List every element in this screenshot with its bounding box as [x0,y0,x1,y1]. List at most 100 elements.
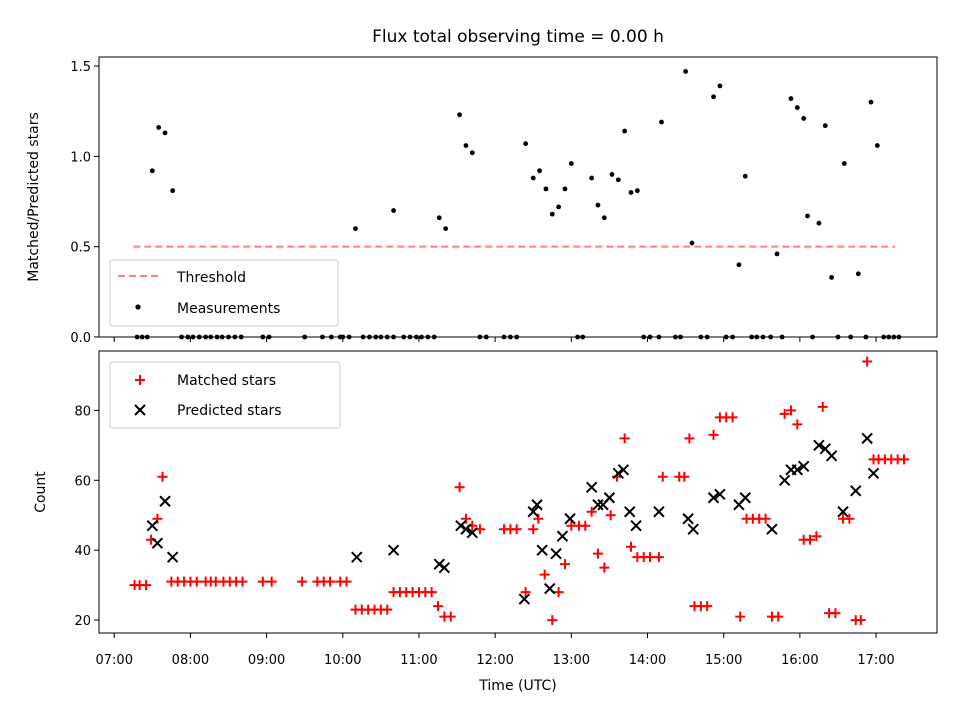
matched-star-point [559,559,570,570]
matched-star-point [553,587,564,598]
measurement-point [353,226,358,232]
bottom-legend-box [109,361,341,429]
measurement-point [170,188,176,194]
bottom-legend: Matched stars Predicted stars [109,361,341,429]
predicted-star-point [433,558,445,570]
measurement-point [523,141,529,147]
top-plot-frame [98,56,938,338]
matched-star-point [862,356,873,367]
predicted-star-point [518,593,531,605]
predicted-star-point [825,450,838,462]
matched-star-point [727,412,738,423]
predicted-star-point [438,561,451,574]
matched-star-point [653,552,664,563]
predicted-star-point [159,495,171,507]
matched-star-point [592,548,603,559]
matched-star-point [511,524,522,535]
matched-star-point [645,552,656,563]
measurement-point [537,168,542,174]
legend-threshold-label: Threshold [176,270,246,286]
bottom-y-tick-label: 60 [74,474,91,489]
legend-matched-label: Matched stars [177,373,276,389]
matched-star-point [257,576,268,587]
predicted-star-point [531,499,543,511]
measurement-point [601,215,607,221]
matched-star-point [679,471,690,482]
matched-star-point [580,520,591,531]
bottom-y-tick-label: 20 [74,614,91,629]
predicted-star-point [592,499,604,511]
bottom-plot-frame [98,350,938,634]
matched-star-point [533,513,544,524]
measurement-point [530,175,536,181]
measurement-point [841,161,847,166]
predicted-star-point [466,527,478,539]
measurement-point [736,262,742,268]
measurement-point [805,213,810,219]
matched-star-point [140,580,151,591]
measurement-point [463,143,469,148]
predicted-star-point [630,520,642,532]
matched-star-point [191,576,202,587]
measurement-point [689,240,695,246]
measurement-point [855,271,861,277]
measurement-point [794,105,800,110]
measurement-point [549,211,555,217]
matched-star-point [157,471,168,482]
measurement-point [543,186,549,192]
predicted-star-point [797,460,810,473]
predicted-stars-series [146,432,880,605]
matched-star-point [454,482,465,493]
matched-star-point [445,611,456,622]
measurement-point [615,177,621,183]
matched-star-point [528,524,539,535]
predicted-star-point [867,467,880,480]
measurement-point [683,69,688,74]
predicted-star-point [166,551,179,563]
predicted-star-point [617,464,630,476]
matched-star-point [237,576,248,587]
bottom-x-tick-label: 11:00 [400,653,437,668]
legend-measurements-label: Measurements [177,301,280,317]
measurement-point [628,190,634,195]
matched-star-point [684,433,695,444]
bottom-y-axis: 20 40 60 80 [74,404,99,629]
matched-star-point [266,576,277,587]
predicted-star-point [527,506,539,518]
measurement-point [156,125,162,130]
legend-matched-swatch [135,375,145,385]
matched-star-point [152,513,163,524]
matched-star-point [619,433,630,444]
predicted-star-point [544,582,556,595]
legend-predicted-swatch [134,404,146,416]
bottom-panel: 20 40 60 80 07:00 08:00 09:00 10:00 11:00 12:00 1… [33,350,938,694]
predicted-star-point [837,506,849,518]
predicted-star-point [351,551,363,563]
matched-star-point [760,513,771,524]
measurement-point [711,94,716,100]
matched-star-point [735,611,746,622]
bottom-y-axis-label: Count [33,471,49,513]
predicted-star-point [556,530,569,542]
matched-stars-series [129,356,909,626]
measurement-point [556,204,562,210]
bottom-x-tick-label: 13:00 [553,653,590,668]
top-y-tick-label: 1.0 [70,150,91,165]
measurement-point [774,251,780,257]
measurement-point [162,130,168,136]
predicted-star-point [585,481,598,493]
measurement-point [874,143,880,148]
top-chart-title: Flux total observing time = 0.00 h [372,27,664,47]
predicted-star-point [151,537,164,549]
matched-star-point [433,601,444,612]
top-x-axis [113,337,877,342]
matched-star-point [626,541,637,552]
matched-star-point [325,576,336,587]
measurement-point [609,172,615,177]
top-y-axis-label: Matched/Predicted stars [26,112,42,282]
predicted-star-point [861,432,873,445]
top-y-tick-label: 0.5 [70,241,91,256]
matched-star-point [426,587,437,598]
